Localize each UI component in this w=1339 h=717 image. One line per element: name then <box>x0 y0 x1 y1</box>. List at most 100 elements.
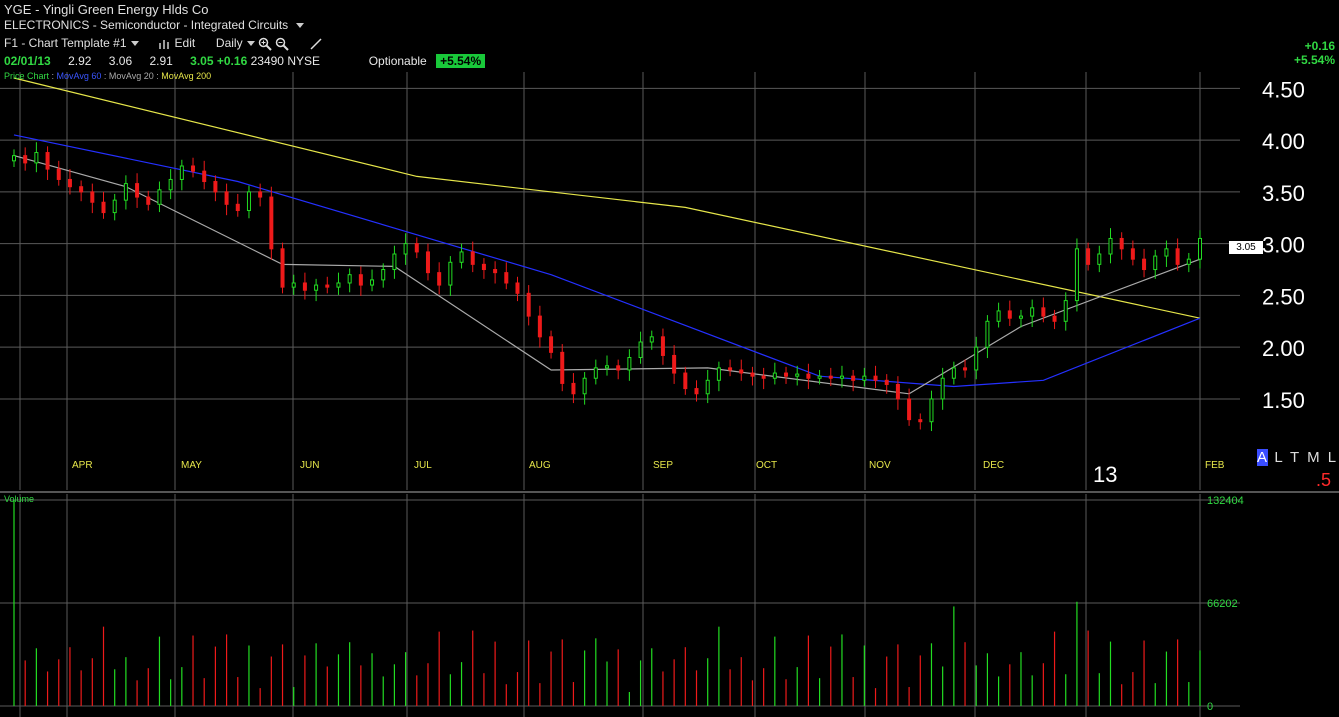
red-mark: .5 <box>1316 470 1332 490</box>
candle-body <box>112 199 117 214</box>
candle-body <box>336 282 341 288</box>
timeframe-menu[interactable]: A L T M L <box>1257 449 1338 466</box>
candle-body <box>605 365 609 369</box>
candle-body <box>123 183 128 201</box>
legend-ma20[interactable]: MovAvg 20 <box>108 71 154 81</box>
candle-body <box>1164 248 1169 257</box>
toolbar: F1 - Chart Template #1 Edit Daily <box>4 36 1339 51</box>
candle-body <box>157 189 162 205</box>
x-tick-label: OCT <box>756 460 777 471</box>
candle-body <box>1119 237 1124 250</box>
zoom-in-icon[interactable] <box>258 37 272 51</box>
candle-body <box>571 382 576 395</box>
y-tick-label: 3.50 <box>1262 181 1305 206</box>
candle-body <box>873 375 878 381</box>
candle-body <box>828 375 833 379</box>
candle-body <box>1074 248 1079 302</box>
candle-body <box>895 383 900 400</box>
candle-body <box>437 272 442 286</box>
moving-average-line <box>13 155 1201 395</box>
candle-body <box>1018 315 1023 319</box>
candle-body <box>23 155 28 164</box>
candle-body <box>940 377 945 400</box>
sector-row[interactable]: ELECTRONICS - Semiconductor - Integrated… <box>4 18 1339 32</box>
candle-body <box>1175 248 1180 265</box>
candle-body <box>851 375 856 381</box>
x-tick-label: DEC <box>983 460 1004 471</box>
quote-exchange: NYSE <box>287 54 320 68</box>
candle-body <box>179 165 184 180</box>
candle-body <box>135 183 140 198</box>
volume-tick-label: 0 <box>1207 701 1213 713</box>
candle-body <box>1030 307 1035 317</box>
candle-body <box>34 152 39 164</box>
candle-body <box>1086 248 1091 265</box>
candle-body <box>705 379 710 395</box>
legend-ma200[interactable]: MovAvg 200 <box>161 71 212 81</box>
candle-body <box>1153 255 1158 271</box>
candle-body <box>403 243 408 255</box>
candle-body <box>459 251 464 263</box>
candle-body <box>951 367 956 379</box>
zoom-out-icon[interactable] <box>275 37 289 51</box>
candle-body <box>728 367 733 371</box>
x-tick-label: APR <box>72 460 93 471</box>
candle-body <box>929 398 934 423</box>
year-label: 13 <box>1093 462 1118 487</box>
symbol-row[interactable]: YGE - Yingli Green Energy Hlds Co <box>4 2 1339 17</box>
candle-body <box>537 315 542 338</box>
candle-body <box>12 155 16 162</box>
candle-body <box>1007 310 1012 319</box>
candle-body <box>582 377 587 395</box>
candle-body <box>414 243 419 253</box>
timeframe-selected[interactable]: A <box>1257 449 1269 466</box>
period-select[interactable]: Daily <box>215 36 243 50</box>
quote-open: 2.92 <box>68 54 92 68</box>
volume-title: Volume <box>4 494 35 504</box>
edit-button[interactable]: Edit <box>174 36 196 50</box>
candle-body <box>884 379 889 385</box>
candle-body <box>996 310 1001 322</box>
volume-tick-label: 66202 <box>1207 598 1238 610</box>
change-percent: +5.54% <box>1293 53 1335 67</box>
legend-price[interactable]: Price Chart <box>4 71 50 81</box>
chevron-down-icon[interactable] <box>130 41 139 47</box>
candle-body <box>963 367 968 371</box>
chevron-down-icon[interactable] <box>246 41 255 47</box>
candle-body <box>672 354 677 374</box>
candle-body <box>549 336 554 353</box>
candle-body <box>918 419 923 423</box>
legend-ma60[interactable]: MovAvg 60 <box>56 71 102 81</box>
chevron-down-icon[interactable] <box>295 23 304 29</box>
symbol-separator: - <box>35 2 40 17</box>
timeframe-options[interactable]: L T M L <box>1274 449 1339 466</box>
pane-divider[interactable] <box>0 491 1339 493</box>
top-right-change: +0.16 +5.54% <box>1294 39 1335 67</box>
candle-body <box>627 357 632 371</box>
template-select[interactable]: F1 - Chart Template #1 <box>4 36 127 50</box>
candle-body <box>839 375 844 379</box>
candle-body <box>358 274 363 286</box>
x-tick-label: MAY <box>181 460 202 471</box>
x-tick-label: JUN <box>300 460 319 471</box>
chart-legend: Price Chart : MovAvg 60 : MovAvg 20 : Mo… <box>4 71 212 81</box>
quote-row: 02/01/13 2.92 3.06 2.91 3.05 +0.16 23490… <box>4 54 1339 68</box>
candle-body <box>56 168 61 180</box>
candle-body <box>246 191 251 212</box>
x-tick-label: AUG <box>529 460 551 471</box>
quote-volume: 23490 <box>250 54 284 68</box>
candle-body <box>146 196 151 205</box>
candle-body <box>202 170 207 183</box>
y-tick-label: 2.00 <box>1262 336 1305 361</box>
draw-line-icon[interactable] <box>310 38 322 50</box>
candle-body <box>1041 307 1046 317</box>
candle-body <box>448 261 453 286</box>
candle-body <box>224 191 229 205</box>
candle-body <box>862 375 867 381</box>
candle-body <box>235 203 240 212</box>
candle-body <box>750 372 755 377</box>
y-tick-label: 1.50 <box>1262 388 1305 413</box>
quote-date: 02/01/13 <box>4 54 51 68</box>
bar-chart-icon[interactable] <box>159 39 171 49</box>
